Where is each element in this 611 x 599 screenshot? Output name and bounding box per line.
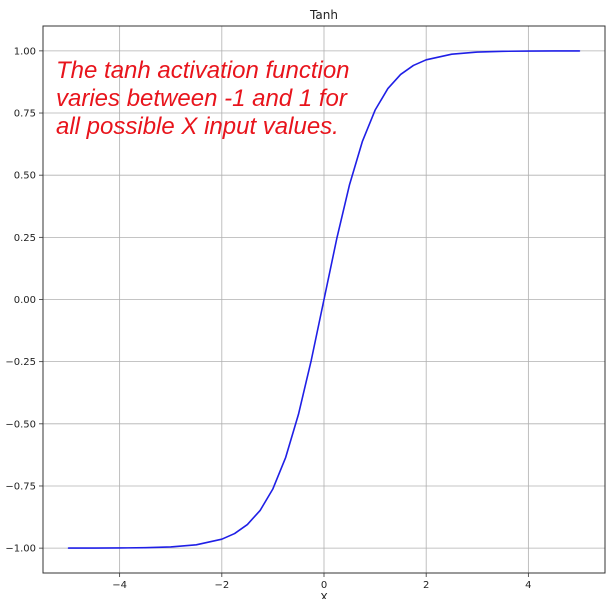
y-tick-label: 1.00 xyxy=(14,46,36,57)
y-tick-label: −1.00 xyxy=(5,544,36,555)
x-axis-label: X xyxy=(320,591,328,599)
y-tick-label: 0.00 xyxy=(14,295,36,306)
y-tick-label: −0.25 xyxy=(5,357,36,368)
chart-annotation: The tanh activation function varies betw… xyxy=(56,57,350,140)
y-tick-label: −0.75 xyxy=(5,481,36,492)
y-tick-label: 0.75 xyxy=(14,109,36,120)
y-tick-label: −0.50 xyxy=(5,419,36,430)
chart-title: Tanh xyxy=(309,8,338,22)
series-layer xyxy=(67,50,581,549)
x-tick-label: 2 xyxy=(423,580,429,591)
x-tick-label: −2 xyxy=(214,580,229,591)
x-tick-label: 4 xyxy=(525,580,531,591)
y-tick-label: 0.25 xyxy=(14,233,36,244)
tanh-series-line xyxy=(67,50,581,549)
x-tick-label: 0 xyxy=(321,580,327,591)
x-tick-label: −4 xyxy=(112,580,127,591)
ticks: −4 −2 0 2 4 −1.00 −0.75 −0.50 −0.25 0.00 0.25 0.50 0… xyxy=(5,46,531,591)
y-tick-label: 0.50 xyxy=(14,171,36,182)
